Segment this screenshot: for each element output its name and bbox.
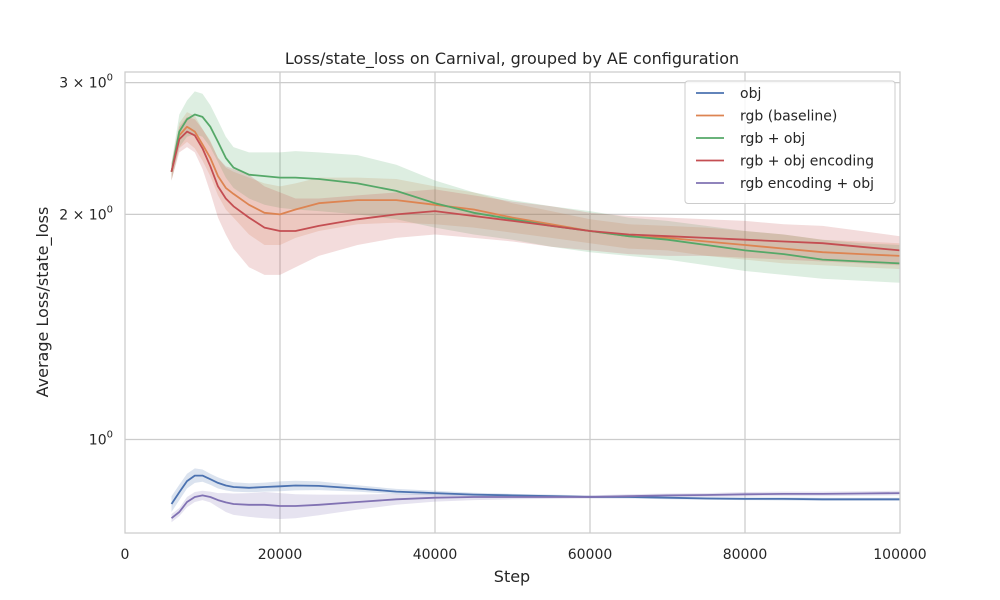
- x-tick-label: 60000: [568, 547, 613, 563]
- legend-label-rgb-baseline: rgb (baseline): [740, 109, 837, 125]
- y-tick-label: 3 × 100: [59, 73, 113, 92]
- y-axis-label: Average Loss/state_loss: [33, 207, 53, 398]
- legend-label-rgb-obj: rgb + obj: [740, 131, 805, 147]
- y-tick-base: 3 × 10: [59, 76, 106, 92]
- legend-items: obj rgb (baseline) rgb + obj rgb + obj enco…: [696, 86, 874, 192]
- chart-title: Loss/state_loss on Carnival, grouped by …: [285, 49, 739, 69]
- series-line-rgb-obj: [170, 113, 901, 265]
- series-lines: [170, 113, 901, 519]
- series-line-obj: [170, 474, 900, 505]
- band-rgb-encoding-obj: [171, 490, 900, 523]
- x-tick-label: 20000: [258, 547, 303, 563]
- plot-frame: [124, 71, 901, 534]
- legend-label-rgb-obj-encoding: rgb + obj encoding: [740, 154, 874, 170]
- x-tick-label: 0: [121, 547, 130, 563]
- x-axis-ticks: 0 20000 40000 60000 80000 100000: [121, 547, 927, 563]
- legend-label-obj: obj: [740, 86, 761, 102]
- x-tick-label: 40000: [413, 547, 458, 563]
- y-tick-base: 2 × 10: [59, 207, 106, 223]
- band-rgb-baseline: [171, 112, 900, 270]
- series-line-rgb-obj-encoding: [170, 130, 901, 252]
- series-line-rgb-baseline: [170, 125, 901, 257]
- y-tick-label: 2 × 100: [59, 204, 113, 223]
- y-tick-exponent: 0: [107, 430, 113, 441]
- x-tick-label: 80000: [723, 547, 768, 563]
- band-rgb-obj-encoding: [171, 116, 900, 275]
- legend-label-rgb-encoding-obj: rgb encoding + obj: [740, 176, 874, 192]
- x-tick-label: 100000: [873, 547, 926, 563]
- x-axis-label: Step: [494, 567, 530, 586]
- y-tick-exponent: 0: [107, 204, 113, 215]
- y-tick-exponent: 0: [107, 73, 113, 84]
- y-tick-base: 10: [89, 433, 107, 449]
- series-line-rgb-encoding-obj: [170, 492, 901, 519]
- y-tick-label: 100: [89, 430, 113, 449]
- legend: obj rgb (baseline) rgb + obj rgb + obj enco…: [684, 80, 896, 204]
- legend-box: [684, 80, 896, 204]
- band-rgb-obj: [171, 91, 900, 283]
- confidence-bands: [171, 91, 900, 523]
